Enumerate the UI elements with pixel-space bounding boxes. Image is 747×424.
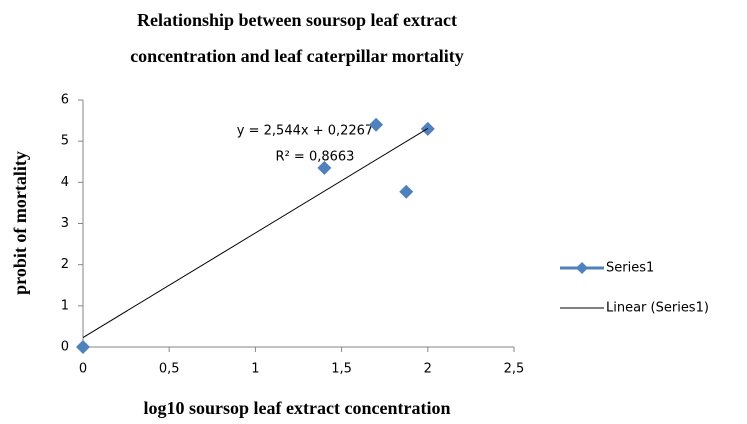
point bbox=[399, 184, 414, 199]
trend-equation: y = 2,544x + 0,2267 bbox=[237, 124, 373, 139]
trend-line bbox=[82, 127, 429, 338]
chart-title-line: Relationship between soursop leaf extrac… bbox=[137, 10, 457, 30]
x-tick-label: 0,5 bbox=[159, 362, 180, 377]
y-tick-label: 2 bbox=[61, 257, 69, 272]
point bbox=[76, 340, 90, 354]
x-tick-label: 1,5 bbox=[331, 362, 352, 377]
x-tick-label: 2 bbox=[424, 362, 432, 377]
x-axis-label: log10 soursop leaf extract concentration bbox=[144, 398, 451, 418]
legend-label: Linear (Series1) bbox=[606, 301, 709, 316]
y-tick-label: 5 bbox=[61, 134, 69, 149]
y-tick-label: 4 bbox=[61, 175, 69, 190]
point bbox=[369, 117, 384, 132]
x-tick-label: 0 bbox=[79, 362, 87, 377]
legend-marker bbox=[576, 262, 588, 274]
y-tick-label: 6 bbox=[61, 93, 69, 108]
x-tick-label: 1 bbox=[251, 362, 259, 377]
y-tick-label: 1 bbox=[61, 298, 69, 313]
y-axis-label: probit of mortality bbox=[10, 151, 30, 295]
legend-label: Series1 bbox=[606, 261, 654, 276]
r-squared: R² = 0,8663 bbox=[276, 150, 355, 165]
x-tick-label: 2,5 bbox=[504, 362, 525, 377]
point bbox=[317, 160, 332, 175]
chart-title-line: concentration and leaf caterpillar morta… bbox=[130, 46, 464, 66]
y-tick-label: 3 bbox=[61, 216, 69, 231]
y-tick-label: 0 bbox=[61, 340, 69, 355]
